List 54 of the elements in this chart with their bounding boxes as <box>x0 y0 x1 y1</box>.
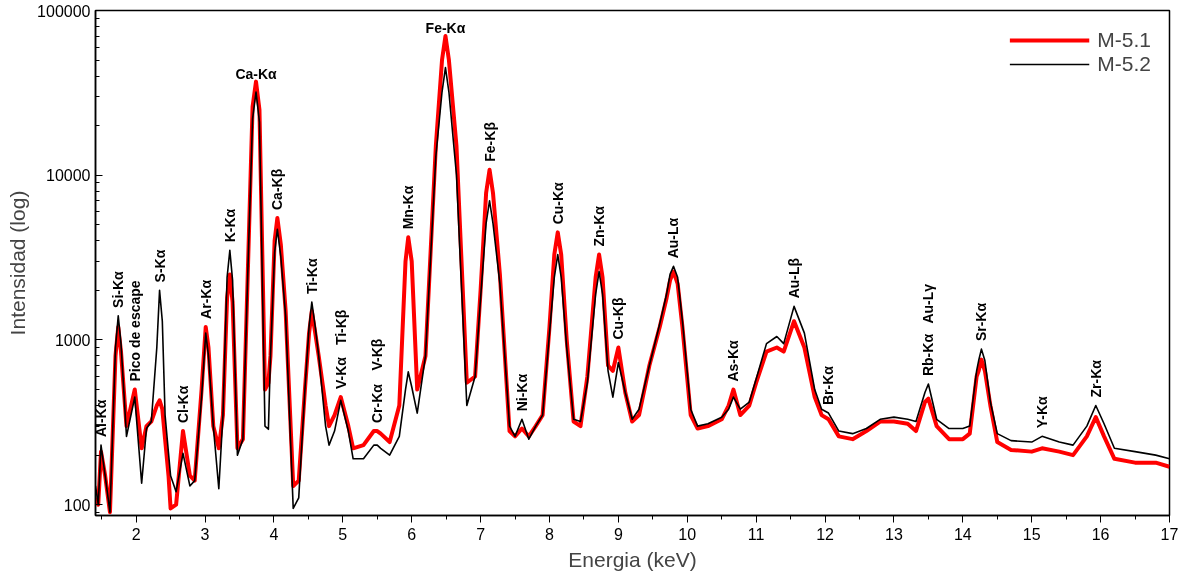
annotation: Au-Lα <box>665 217 682 259</box>
annotation: As-Kα <box>725 339 742 382</box>
annotation: Ti-Kβ <box>332 309 349 346</box>
annotation: V-Kα <box>332 356 349 390</box>
x-tick-label: 14 <box>953 525 972 543</box>
annotation: Zn-Kα <box>591 205 608 247</box>
annotation: Fe-Kβ <box>481 121 498 162</box>
x-tick-label: 11 <box>747 525 765 543</box>
annotation: Cu-Kβ <box>610 297 627 340</box>
x-tick-label: 12 <box>816 525 835 543</box>
x-tick-label: 17 <box>1160 525 1179 543</box>
x-tick-label: 9 <box>613 525 623 543</box>
annotation: Au-Lβ <box>786 257 803 299</box>
annotation: Ni-Kα <box>513 373 530 412</box>
annotation: Fe-Kα <box>425 20 466 37</box>
x-tick-label: 6 <box>407 525 417 543</box>
annotation: Ar-Kα <box>197 279 214 319</box>
annotation: Br-Kα <box>820 365 837 406</box>
y-tick-label: 10000 <box>46 167 91 185</box>
annotation: S-Kα <box>151 249 168 283</box>
annotation: K-Kα <box>221 208 238 243</box>
annotation: Au-Lγ <box>920 283 937 324</box>
annotation: Cr-Kα <box>369 383 386 424</box>
x-axis-title: Energia (keV) <box>568 547 697 571</box>
annotation: V-Kβ <box>369 338 386 371</box>
annotation: Cl-Kα <box>174 385 191 424</box>
x-tick-label: 8 <box>545 525 555 543</box>
annotation: Sr-Kα <box>973 302 990 342</box>
x-tick-label: 13 <box>885 525 903 543</box>
x-tick-label: 10 <box>678 525 697 543</box>
annotation: Cu-Kα <box>549 181 566 225</box>
annotation: Rb-Kα <box>920 333 937 377</box>
legend-label: M-5.2 <box>1097 52 1151 76</box>
annotation: Mn-Kα <box>400 185 417 230</box>
annotation: Si-Kα <box>110 270 127 308</box>
annotation: Y-Kα <box>1034 396 1051 429</box>
x-tick-label: 5 <box>338 525 348 543</box>
x-tick-label: 2 <box>131 525 141 543</box>
x-tick-label: 16 <box>1091 525 1110 543</box>
annotation: Ti-Kα <box>303 258 320 295</box>
y-tick-label: 1000 <box>54 331 91 349</box>
annotation: Al-Kα <box>93 399 110 438</box>
x-tick-label: 7 <box>476 525 486 543</box>
annotation: Zr-Kα <box>1087 359 1104 398</box>
y-tick-label: 100000 <box>37 2 91 20</box>
annotation: Ca-Kβ <box>269 168 286 211</box>
legend-label: M-5.1 <box>1097 28 1151 52</box>
y-axis-title: Intensidad (log) <box>6 190 30 336</box>
annotation: Ca-Kα <box>235 65 278 82</box>
x-tick-label: 15 <box>1022 525 1041 543</box>
y-tick-label: 100 <box>63 496 91 514</box>
annotation: Pico de escape <box>126 280 143 382</box>
x-tick-label: 3 <box>200 525 210 543</box>
x-tick-label: 4 <box>269 525 279 543</box>
